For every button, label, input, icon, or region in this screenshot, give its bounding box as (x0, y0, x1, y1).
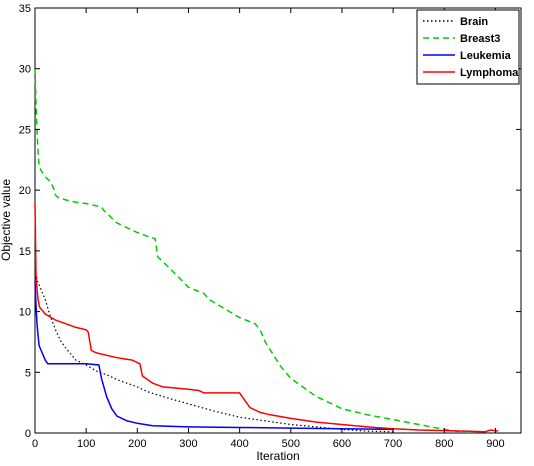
y-tick-label: 10 (19, 307, 31, 319)
series-line-lymphoma (34, 202, 499, 433)
y-tick-label: 15 (19, 246, 31, 258)
x-tick-label: 700 (384, 438, 402, 450)
x-tick-label: 100 (77, 438, 95, 450)
y-tick-label: 20 (19, 185, 31, 197)
x-tick-label: 0 (32, 438, 38, 450)
x-tick-label: 500 (282, 438, 300, 450)
legend: Brain Breast3 Leukemia Lymphoma (416, 9, 520, 85)
x-tick-label: 900 (486, 438, 504, 450)
x-tick-label: 400 (230, 438, 248, 450)
tick-layer: 0 100 200 300 400 500 600 700 800 900 0 5 10 15 20 25 30… (19, 3, 521, 450)
legend-label: Leukemia (460, 50, 512, 62)
y-axis-label: Objective value (0, 179, 13, 261)
x-axis-label: Iteration (256, 449, 299, 463)
x-tick-label: 300 (179, 438, 197, 450)
series-line-breast3 (34, 68, 465, 434)
legend-label: Lymphoma (460, 67, 519, 79)
series-line-brain (34, 268, 394, 433)
series-line-leukemia (34, 281, 394, 431)
y-tick-label: 35 (19, 3, 31, 15)
x-tick-label: 200 (128, 438, 146, 450)
series-layer (34, 68, 499, 434)
x-tick-label: 600 (333, 438, 351, 450)
legend-label: Brain (460, 16, 488, 28)
y-tick-label: 25 (19, 124, 31, 136)
y-tick-label: 0 (25, 428, 31, 440)
legend-label: Breast3 (460, 33, 500, 45)
y-tick-label: 5 (25, 367, 31, 379)
x-tick-label: 800 (435, 438, 453, 450)
y-tick-label: 30 (19, 64, 31, 76)
